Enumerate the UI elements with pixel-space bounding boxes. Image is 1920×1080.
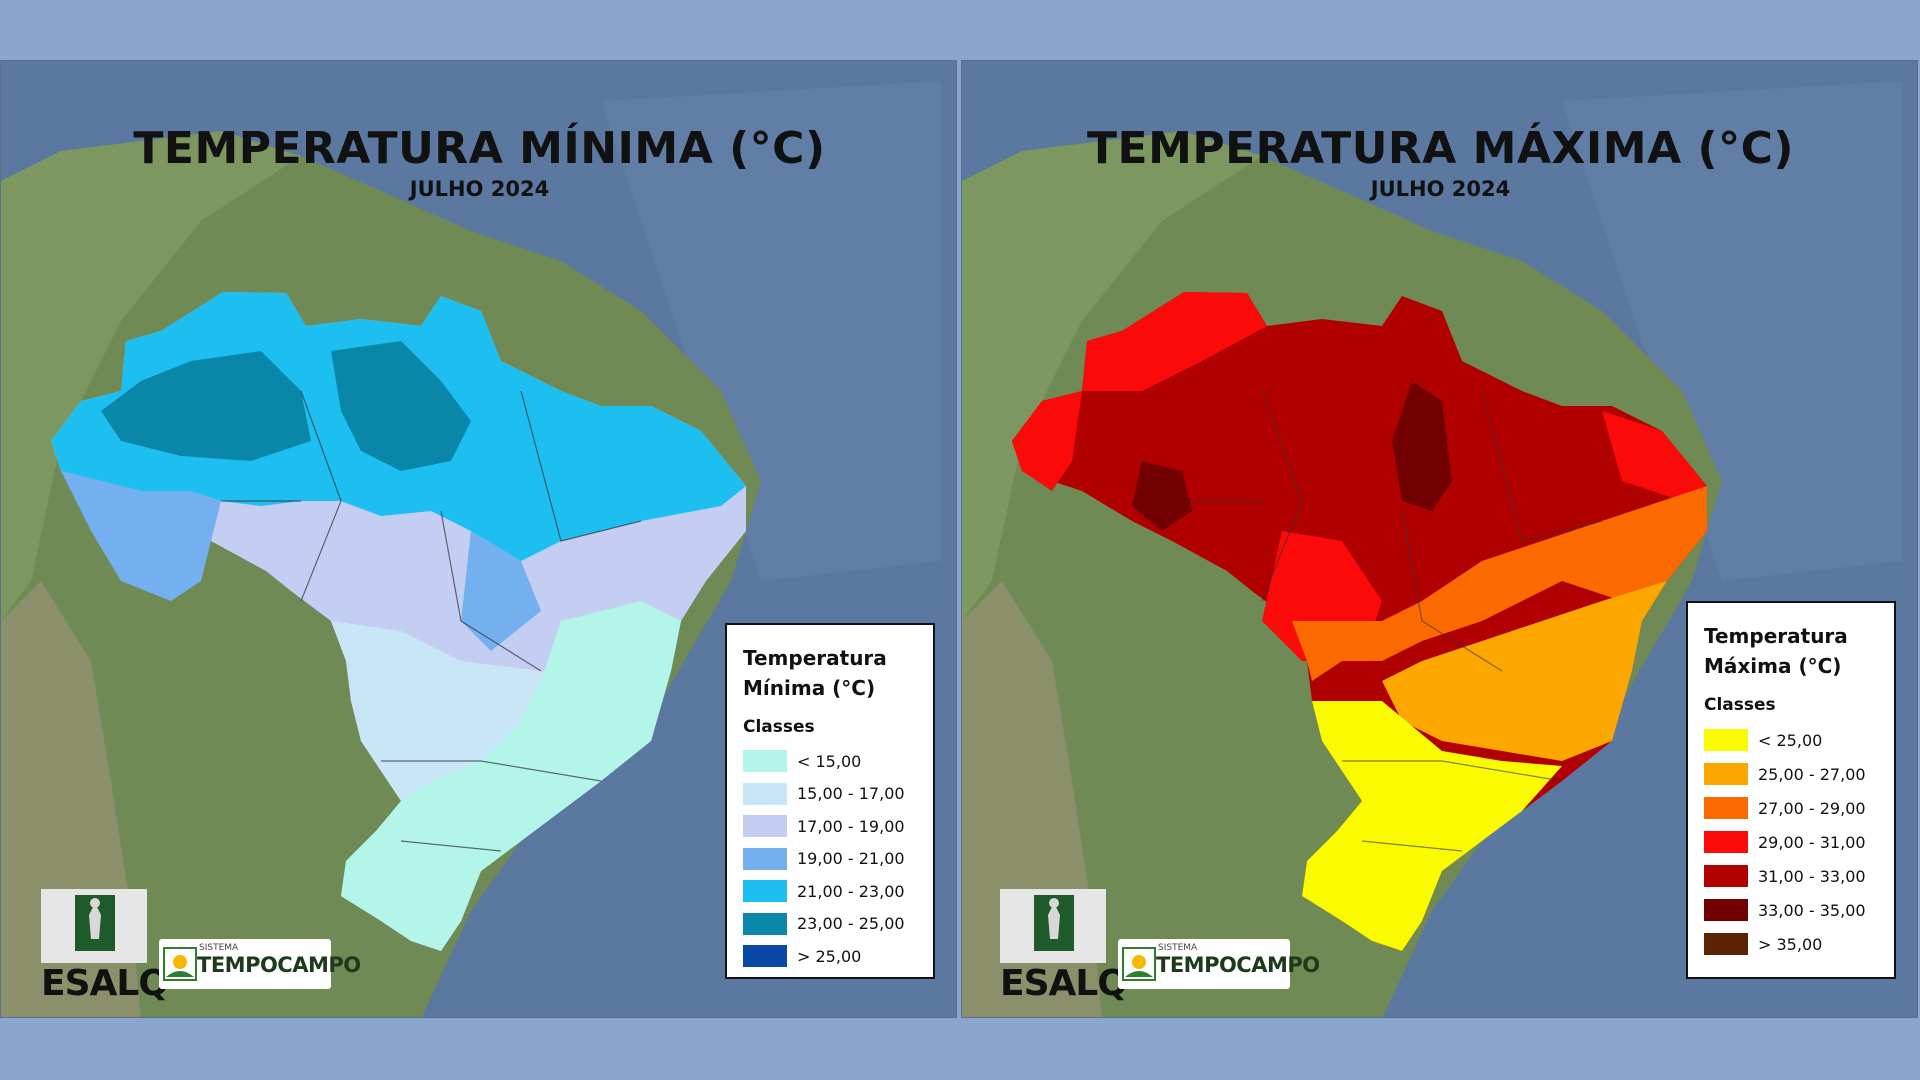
map-legend: Temperatura Mínima (°C) Classes < 15,00 …: [725, 623, 935, 979]
legend-title-line1: Temperatura: [1704, 624, 1848, 648]
esalq-shield-icon: [1000, 889, 1106, 963]
legend-label: 33,00 - 35,00: [1758, 900, 1866, 920]
legend-swatch: [1704, 899, 1748, 921]
legend-label: 23,00 - 25,00: [797, 914, 905, 934]
tempocampo-logo-icon: [1122, 947, 1156, 981]
legend-swatch: [743, 945, 787, 968]
legend-label: 15,00 - 17,00: [797, 784, 905, 804]
legend-item: 19,00 - 21,00: [743, 843, 917, 876]
legend-swatch: [743, 750, 787, 773]
tempocampo-main-text: TEMPOCAMPO: [197, 953, 361, 977]
legend-item: 15,00 - 17,00: [743, 778, 917, 811]
map-legend: Temperatura Máxima (°C) Classes < 25,00 …: [1686, 601, 1896, 979]
legend-label: 19,00 - 21,00: [797, 849, 905, 869]
map-title: TEMPERATURA MÁXIMA (°C): [1087, 123, 1794, 174]
legend-item: < 15,00: [743, 745, 917, 778]
legend-item: 21,00 - 23,00: [743, 875, 917, 908]
legend-swatch: [1704, 763, 1748, 785]
legend-classes-label: Classes: [1704, 695, 1776, 715]
tempocampo-logo: SISTEMA TEMPOCAMPO: [159, 939, 361, 989]
legend-label: < 15,00: [797, 751, 862, 771]
legend-swatch: [1704, 865, 1748, 887]
legend-swatch: [1704, 729, 1748, 751]
legend-label: > 25,00: [797, 946, 862, 966]
tempocampo-small-text: SISTEMA: [199, 943, 239, 953]
tempocampo-main-text: TEMPOCAMPO: [1156, 953, 1320, 977]
legend-swatch: [1704, 933, 1748, 955]
map-subtitle: JULHO 2024: [1370, 177, 1511, 201]
legend-label: 31,00 - 33,00: [1758, 866, 1866, 886]
legend-swatch: [743, 782, 787, 805]
legend-title-line1: Temperatura: [743, 646, 887, 670]
map-subtitle: JULHO 2024: [409, 177, 550, 201]
brazil-map: [51, 292, 746, 951]
legend-classes-label: Classes: [743, 717, 815, 737]
legend-label: 21,00 - 23,00: [797, 881, 905, 901]
legend-item: 25,00 - 27,00: [1704, 757, 1878, 791]
tempocampo-logo: SISTEMA TEMPOCAMPO: [1118, 939, 1320, 989]
brazil-map: [1012, 292, 1707, 951]
legend-label: 25,00 - 27,00: [1758, 764, 1866, 784]
map-panel-maximum: TEMPERATURA MÁXIMA (°C) JULHO 2024 Tempe…: [961, 60, 1918, 1018]
tempocampo-small-text: SISTEMA: [1158, 943, 1198, 953]
esalq-logo: ESALQ: [1000, 889, 1128, 1007]
legend-label: 17,00 - 19,00: [797, 816, 905, 836]
esalq-logo: ESALQ: [41, 889, 169, 1007]
legend-item: 27,00 - 29,00: [1704, 791, 1878, 825]
legend-swatch: [743, 880, 787, 903]
legend-item: > 25,00: [743, 940, 917, 973]
legend-item: 29,00 - 31,00: [1704, 825, 1878, 859]
tempocampo-logo-icon: [163, 947, 197, 981]
esalq-shield-icon: [41, 889, 147, 963]
legend-label: 29,00 - 31,00: [1758, 832, 1866, 852]
legend-title-line2: Mínima (°C): [743, 676, 876, 700]
legend-item: 23,00 - 25,00: [743, 908, 917, 941]
legend-title-line2: Máxima (°C): [1704, 654, 1842, 678]
legend-item: < 25,00: [1704, 723, 1878, 757]
legend-swatch: [743, 912, 787, 935]
legend-item: 17,00 - 19,00: [743, 810, 917, 843]
legend-swatch: [1704, 797, 1748, 819]
legend-label: < 25,00: [1758, 730, 1823, 750]
map-title: TEMPERATURA MÍNIMA (°C): [133, 123, 826, 174]
esalq-text: ESALQ: [1000, 963, 1128, 1004]
legend-swatch: [743, 847, 787, 870]
legend-item: 33,00 - 35,00: [1704, 893, 1878, 927]
legend-item: > 35,00: [1704, 927, 1878, 961]
legend-swatch: [743, 815, 787, 838]
basemap: [1, 61, 956, 1017]
legend-label: 27,00 - 29,00: [1758, 798, 1866, 818]
legend-swatch: [1704, 831, 1748, 853]
esalq-text: ESALQ: [41, 963, 169, 1004]
legend-label: > 35,00: [1758, 934, 1823, 954]
map-panel-minimum: TEMPERATURA MÍNIMA (°C) JULHO 2024 Tempe…: [0, 60, 957, 1018]
legend-item: 31,00 - 33,00: [1704, 859, 1878, 893]
